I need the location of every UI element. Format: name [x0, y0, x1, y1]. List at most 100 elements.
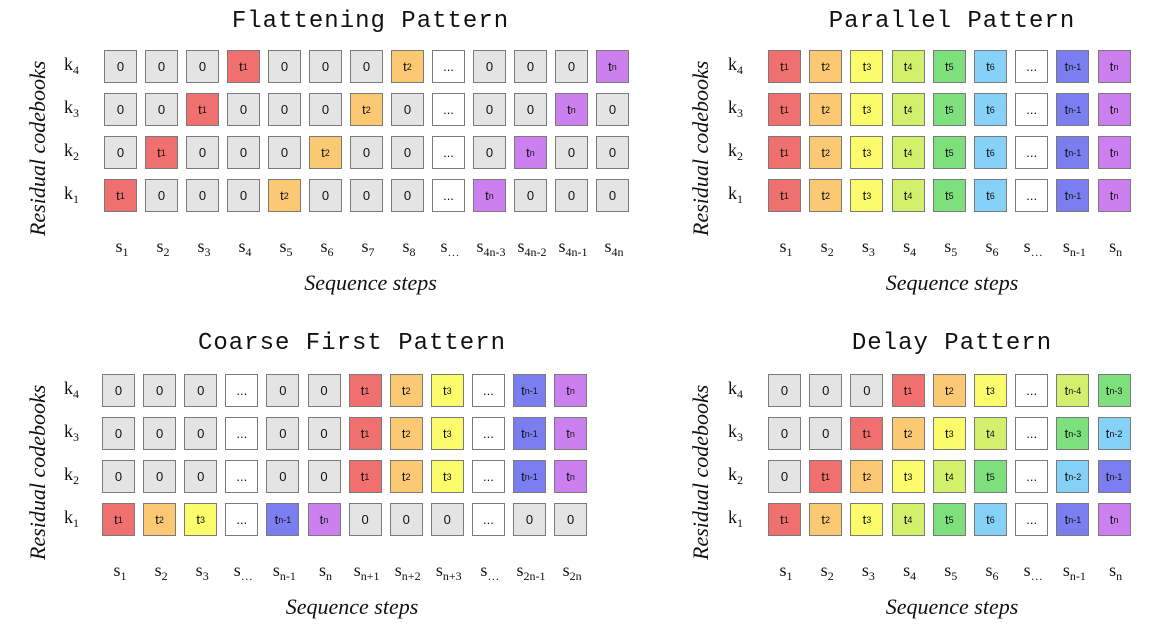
empty-token-cell: 0	[768, 374, 801, 407]
empty-token-cell: 0	[555, 136, 588, 169]
row-label-k4: k4	[728, 54, 743, 77]
empty-token-cell: 0	[307, 417, 341, 450]
ellipsis-cell: ...	[1015, 374, 1049, 407]
ellipsis-cell: ...	[1015, 136, 1049, 169]
empty-token-cell: 0	[102, 417, 135, 450]
empty-token-cell: 0	[184, 374, 218, 407]
column-label: sn+2	[394, 560, 421, 583]
token-cell-tn-1: t n-1	[1056, 179, 1090, 212]
empty-token-cell: 0	[596, 179, 629, 212]
row-label-k3: k3	[64, 97, 79, 120]
column-label: s1	[779, 560, 793, 583]
column-label: s1	[113, 560, 127, 583]
ellipsis-cell: ...	[432, 179, 465, 212]
x-axis-label: Sequence steps	[885, 270, 1019, 295]
empty-token-cell: 0	[554, 503, 588, 536]
panel-title: Parallel Pattern	[828, 8, 1076, 35]
token-cell-tn-1: t n-1	[1056, 503, 1090, 536]
empty-token-cell: 0	[514, 179, 547, 212]
empty-token-cell: 0	[307, 460, 341, 493]
ellipsis-cell: ...	[1015, 93, 1049, 126]
ellipsis-cell: ...	[471, 460, 505, 493]
row-label-k3: k3	[64, 421, 79, 444]
empty-token-cell: 0	[104, 50, 137, 83]
token-cell-tn-1: t n-1	[513, 417, 546, 450]
token-cell-tn-2: t n-2	[1056, 460, 1090, 493]
column-label: s6	[985, 560, 999, 583]
empty-token-cell: 0	[145, 179, 178, 212]
column-label: s4n	[604, 236, 624, 259]
panel-title: Delay Pattern	[851, 330, 1053, 357]
column-label: s3	[195, 560, 209, 583]
row-label-k1: k1	[64, 507, 79, 530]
empty-token-cell: 0	[850, 374, 884, 407]
column-label: sn-1	[1062, 560, 1086, 583]
column-label: sn	[1109, 560, 1123, 583]
ellipsis-cell: ...	[1015, 50, 1049, 83]
column-label: s…	[480, 560, 500, 583]
row-label-k4: k4	[64, 54, 79, 77]
panel-title: Coarse First Pattern	[197, 330, 507, 357]
row-label-k4: k4	[728, 378, 743, 401]
column-label: s4	[238, 236, 252, 259]
ellipsis-cell: ...	[471, 417, 505, 450]
empty-token-cell: 0	[143, 460, 177, 493]
column-label: s4	[903, 236, 917, 259]
row-label-k2: k2	[728, 464, 743, 487]
empty-token-cell: 0	[768, 417, 801, 450]
empty-token-cell: 0	[266, 417, 300, 450]
empty-token-cell: 0	[186, 179, 219, 212]
empty-token-cell: 0	[350, 136, 383, 169]
token-cell-tn-1: t n-1	[1056, 93, 1090, 126]
empty-token-cell: 0	[184, 417, 218, 450]
column-label: s…	[440, 236, 460, 259]
empty-token-cell: 0	[102, 374, 135, 407]
empty-token-cell: 0	[268, 50, 301, 83]
token-cell-tn-3: t n-3	[1056, 417, 1090, 450]
column-label: s3	[861, 560, 875, 583]
y-axis-label: Residual codebooks	[688, 384, 713, 560]
row-label-k1: k1	[64, 183, 79, 206]
column-label: sn	[1109, 236, 1123, 259]
column-label: s3	[861, 236, 875, 259]
token-cell-tn-1: t n-1	[1056, 136, 1090, 169]
column-label: s5	[279, 236, 293, 259]
column-label: s2n-1	[516, 560, 546, 583]
token-cell-tn-1: t n-1	[266, 503, 300, 536]
ellipsis-cell: ...	[225, 460, 259, 493]
empty-token-cell: 0	[104, 136, 137, 169]
column-label: s3	[197, 236, 211, 259]
empty-token-cell: 0	[268, 93, 301, 126]
